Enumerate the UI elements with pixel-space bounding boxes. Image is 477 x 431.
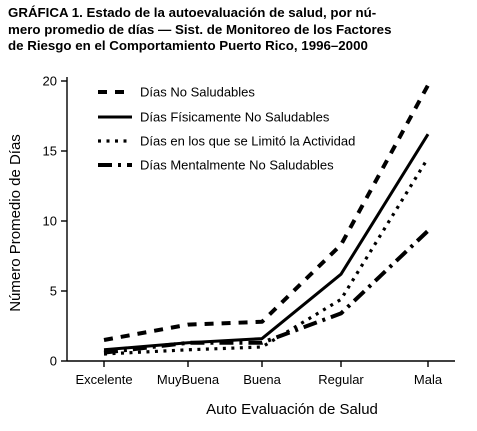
legend: Días No Saludables Días Físicamente No Sa… bbox=[98, 85, 355, 173]
figure-title-line: de Riesgo en el Comportamiento Puerto Ri… bbox=[8, 38, 368, 53]
y-tick-label: 20 bbox=[43, 74, 57, 89]
y-tick-label: 15 bbox=[43, 144, 57, 159]
y-axis-label: Número Promedio de Días bbox=[7, 134, 24, 312]
series-line-0 bbox=[103, 84, 430, 342]
series-line-3 bbox=[103, 229, 430, 355]
x-tick-label: Mala bbox=[414, 372, 443, 387]
axes: 0 5 10 15 20 Excelente MuyBuena Buena Regular Mal… bbox=[43, 74, 455, 387]
y-tick-label: 10 bbox=[43, 214, 57, 229]
x-axis-label: Auto Evaluación de Salud bbox=[206, 401, 378, 418]
figure-title-line: GRÁFICA 1. Estado de la autoevaluación d… bbox=[8, 5, 377, 20]
legend-label: Días No Saludables bbox=[140, 85, 255, 100]
figure-title-line: mero promedio de días — Sist. de Monitor… bbox=[8, 21, 392, 37]
y-tick-label: 0 bbox=[50, 354, 57, 369]
series-line-2 bbox=[103, 157, 430, 356]
x-tick-label: MuyBuena bbox=[157, 372, 220, 387]
x-tick-label: Regular bbox=[318, 372, 364, 387]
figure-title: GRÁFICA 1. Estado de la autoevaluación d… bbox=[8, 5, 470, 55]
series-line-1 bbox=[103, 133, 430, 352]
y-tick-label: 5 bbox=[50, 284, 57, 299]
legend-label: Días Físicamente No Saludables bbox=[140, 110, 330, 125]
legend-label: Días Mentalmente No Saludables bbox=[140, 158, 334, 173]
x-tick-label: Excelente bbox=[75, 372, 132, 387]
legend-label: Días en los que se Limitó la Actividad bbox=[140, 134, 355, 149]
series-lines bbox=[103, 84, 430, 356]
x-tick-label: Buena bbox=[243, 372, 281, 387]
